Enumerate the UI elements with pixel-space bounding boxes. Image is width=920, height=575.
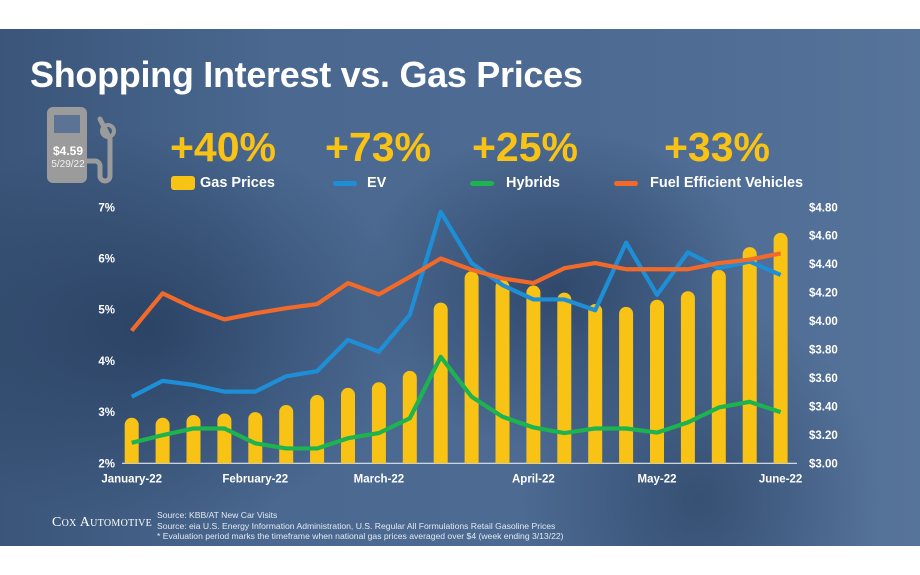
slide-background — [0, 29, 920, 546]
legend-ev: EV — [333, 174, 386, 192]
gas-price-bar — [711, 269, 726, 464]
gas-price-bar — [495, 279, 510, 464]
y-left-tick-label: 3% — [98, 407, 115, 419]
y-left-tick-label: 6% — [98, 254, 115, 266]
cox-automotive-logo: Cox Automotive — [52, 515, 153, 530]
gas-price-bar — [279, 404, 294, 464]
pump-date: 5/29/22 — [51, 159, 85, 170]
legend-label: Fuel Efficient Vehicles — [650, 175, 804, 191]
y-left-tick-label: 5% — [98, 305, 115, 317]
source-note: * Evaluation period marks the timeframe … — [157, 531, 564, 541]
gas-price-bar — [557, 292, 572, 464]
legend-swatch-line — [333, 180, 357, 186]
stat-gas-prices: +40% — [169, 124, 277, 170]
y-left-tick-label: 7% — [98, 202, 115, 214]
series-line-ev — [130, 209, 782, 399]
source-note: Source: KBB/AT New Car Visits — [157, 510, 278, 520]
gas-price-bar — [526, 285, 541, 464]
gas-price-bar — [310, 395, 325, 464]
x-tick-label: January-22 — [101, 473, 162, 485]
x-tick-label: May-22 — [638, 473, 677, 485]
x-tick-label: March-22 — [354, 473, 405, 485]
stat-fuel-efficient: +33% — [663, 124, 771, 170]
gas-price-bar — [186, 414, 201, 464]
gas-price-bar — [371, 382, 386, 464]
legend-label: Gas Prices — [200, 175, 275, 191]
gas-price-bar — [464, 271, 479, 464]
legend-swatch-bar — [171, 176, 195, 190]
gas-price-bar — [217, 413, 232, 464]
gas-price-bar — [619, 306, 634, 464]
y-right-tick-label: $3.60 — [809, 373, 838, 385]
x-tick-label: April-22 — [512, 473, 555, 485]
gas-price-bar — [248, 412, 263, 464]
stat-ev: +73% — [324, 124, 432, 170]
y-right-tick-label: $3.20 — [809, 430, 838, 442]
gas-price-bar — [124, 417, 139, 464]
legend-label: Hybrids — [506, 175, 560, 191]
legend-label: EV — [367, 175, 387, 191]
legend-swatch-line — [614, 180, 638, 186]
gas-price-bar — [650, 299, 664, 464]
slide-title: Shopping Interest vs. Gas Prices — [30, 54, 583, 95]
legend-fuel-efficient: Fuel Efficient Vehicles — [614, 174, 803, 192]
y-right-tick-label: $4.40 — [809, 259, 838, 271]
gas-price-bar — [773, 232, 788, 464]
gas-price-bar — [588, 304, 603, 464]
x-tick-label: February-22 — [222, 473, 288, 485]
series-line-fuel-efficient-vehicles — [130, 251, 782, 333]
y-right-tick-label: $3.00 — [809, 458, 838, 470]
gas-price-bar — [341, 387, 355, 464]
gas-price-bar — [680, 291, 695, 464]
y-right-tick-label: $4.60 — [809, 231, 838, 243]
gas-pump-icon — [47, 107, 116, 184]
y-right-tick-label: $3.40 — [809, 401, 838, 413]
pump-price: $4.59 — [52, 144, 84, 158]
gas-price-bar — [742, 247, 757, 464]
series-line-hybrids — [131, 354, 782, 451]
source-notes: Source: KBB/AT New Car Visits Source: ei… — [157, 510, 564, 542]
y-right-tick-label: $4.20 — [809, 288, 838, 300]
source-note: Source: eia U.S. Energy Information Admi… — [157, 520, 556, 531]
legend-hybrids: Hybrids — [470, 174, 560, 192]
y-left-tick-label: 4% — [98, 356, 115, 368]
y-right-tick-label: $4.00 — [809, 316, 838, 328]
y-left-tick-label: 2% — [98, 458, 115, 470]
legend-gas-prices: Gas Prices — [171, 174, 275, 192]
legend-swatch-line — [470, 180, 494, 186]
x-tick-label: June-22 — [759, 473, 802, 485]
y-right-tick-label: $3.80 — [809, 345, 838, 357]
gas-price-bar — [433, 302, 448, 464]
y-right-tick-label: $4.80 — [809, 202, 838, 214]
gas-price-bar — [155, 417, 170, 464]
stat-hybrids: +25% — [471, 124, 579, 170]
